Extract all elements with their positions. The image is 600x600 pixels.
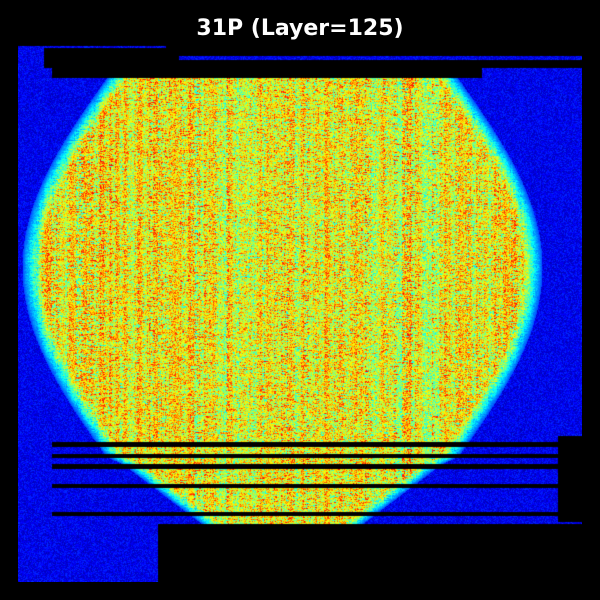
- image-title: 31P (Layer=125): [196, 16, 404, 41]
- microscopy-scan-image: [18, 44, 582, 582]
